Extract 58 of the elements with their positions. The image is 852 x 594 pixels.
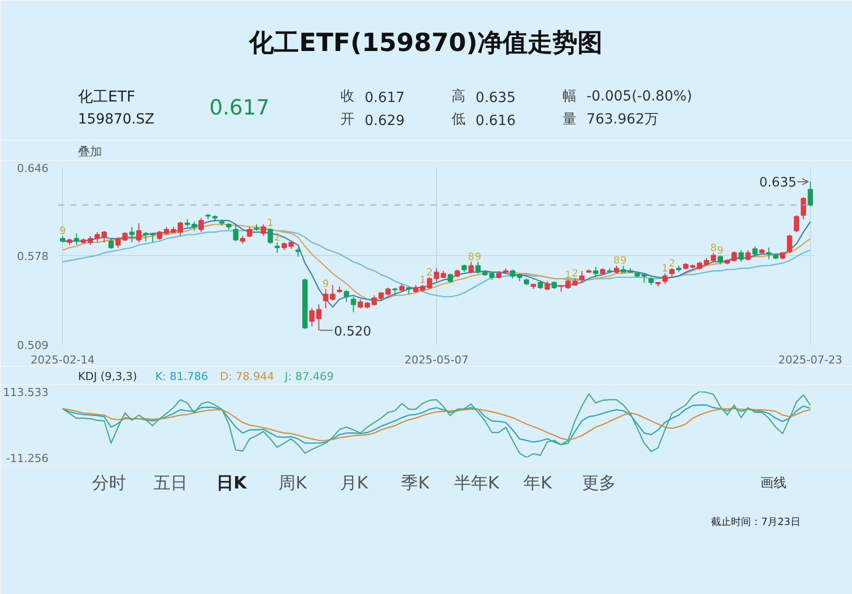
annotation: 0.635 xyxy=(759,176,796,191)
text: 2 xyxy=(274,232,280,244)
y-tick-label: 113.533 xyxy=(3,386,49,399)
text: 化工ETF(159870)净值走势图 xyxy=(248,28,603,57)
text: 8 xyxy=(710,242,717,254)
text: 9 xyxy=(717,245,724,256)
chart-title: KDJ (9,3,3) xyxy=(78,370,138,383)
text: J: 87.469 xyxy=(284,370,334,383)
text: -0.005(-0.80%) xyxy=(586,88,692,104)
text: 9 xyxy=(59,226,66,237)
text: 分时 xyxy=(92,474,126,494)
y-tick-label: -11.256 xyxy=(6,452,49,465)
x-tick-label: 2025-05-07 xyxy=(404,354,468,366)
text: 2 xyxy=(668,258,676,270)
text: 9 xyxy=(322,278,329,290)
text: 1 xyxy=(419,275,426,286)
text: 画线 xyxy=(760,476,787,491)
text: 2 xyxy=(572,268,578,280)
text: 季K xyxy=(401,474,430,494)
text: 0.629 xyxy=(364,113,405,129)
text: 2 xyxy=(426,267,433,278)
annotation: 0.520 xyxy=(334,324,372,340)
x-tick-label: 2025-07-23 xyxy=(778,354,842,366)
text: 截止时间：7月23日 xyxy=(711,516,800,528)
x-tick-label: 2025-02-14 xyxy=(30,354,95,366)
text: 0.617 xyxy=(209,96,270,120)
text: K: 81.786 xyxy=(155,370,208,383)
text: 日K xyxy=(216,474,248,494)
text: 更多 xyxy=(582,474,616,494)
text: 幅 xyxy=(562,88,576,104)
text: 高 xyxy=(452,88,466,104)
text: 开 xyxy=(340,112,355,128)
text: 化工ETF xyxy=(78,88,136,106)
text: 五日 xyxy=(153,474,188,494)
text: 叠加 xyxy=(78,144,102,158)
text: 1 xyxy=(564,270,572,281)
text: 周K xyxy=(278,474,308,494)
text: 0.617 xyxy=(364,90,405,106)
text: 月K xyxy=(340,474,369,494)
text: 9 xyxy=(620,256,627,267)
text: 1 xyxy=(267,218,274,230)
text: 763.962万 xyxy=(586,112,658,128)
text: 159870.SZ xyxy=(78,112,154,128)
text: 低 xyxy=(452,112,466,128)
y-tick-label: 0.646 xyxy=(17,162,49,175)
text: 0.616 xyxy=(476,113,516,129)
text: 9 xyxy=(474,252,482,263)
text: 量 xyxy=(562,112,576,128)
text: 0.635 xyxy=(476,90,516,106)
text: 年K xyxy=(524,474,553,494)
text: 1 xyxy=(662,263,668,274)
y-tick-label: 0.509 xyxy=(17,339,49,352)
y-tick-label: 0.578 xyxy=(17,250,49,263)
text: 半年K xyxy=(454,474,500,494)
text: 收 xyxy=(340,88,355,104)
text: 8 xyxy=(613,256,620,267)
text: D: 78.944 xyxy=(220,370,274,383)
text: 8 xyxy=(468,252,474,263)
